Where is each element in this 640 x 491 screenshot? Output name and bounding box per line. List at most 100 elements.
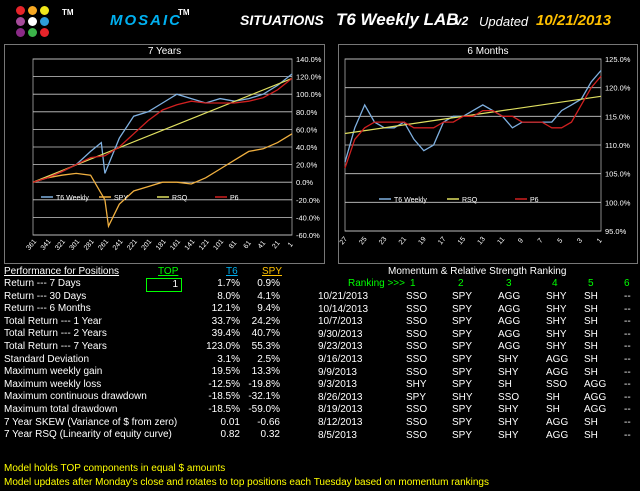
ranked-symbol: SH	[584, 291, 598, 302]
ranked-symbol: SSO	[406, 354, 428, 365]
x-tick-label: 81	[228, 240, 238, 251]
x-tick-label: 41	[257, 240, 267, 251]
x-tick-label: 9	[517, 237, 525, 245]
x-tick-label: 5	[557, 237, 565, 245]
spy-value: -19.8%	[248, 378, 280, 390]
t6-value: -18.5%	[208, 404, 240, 415]
ranking-date: 8/26/2013	[318, 391, 363, 403]
ranked-symbol: --	[624, 316, 631, 328]
ranked-symbol: AGG	[546, 354, 569, 365]
ranked-symbol: SPY	[452, 303, 473, 315]
x-tick-label: 61	[242, 240, 252, 251]
top-input[interactable]: 1	[146, 278, 182, 292]
ranking-date: 8/19/2013	[318, 404, 363, 416]
ranked-symbol: SSO	[406, 366, 428, 378]
footer-line-1: Model holds TOP components in equal $ am…	[4, 463, 226, 474]
t6-value: 3.1%	[217, 353, 240, 365]
ranked-symbol: SPY	[452, 291, 473, 302]
t6-value: 33.7%	[211, 315, 240, 327]
y-tick-label: -60.0%	[296, 231, 320, 240]
performance-row: Total Return --- 7 Years 123.0% 55.3%	[4, 341, 304, 353]
ranked-symbol: SHY	[546, 291, 567, 302]
momentum-row: 8/12/2013 SSO SPY SHY AGG SH --	[318, 417, 640, 429]
spy-value: 0.9%	[257, 278, 280, 289]
x-tick-label: 241	[112, 238, 125, 252]
ranked-symbol: SSO	[546, 379, 568, 391]
performance-row: Return --- 30 Days 8.0% 4.1%	[4, 291, 304, 303]
x-tick-label: 221	[126, 238, 139, 252]
legend-label: RSQ	[462, 197, 478, 204]
ranked-symbol: SH	[584, 316, 598, 328]
metric-label: Return --- 6 Months	[4, 303, 91, 315]
metric-label: Standard Deviation	[4, 353, 90, 365]
performance-table: Performance for Positions TOP T6 SPY 1 R…	[4, 266, 304, 466]
legend-label: T6 Weekly	[56, 195, 89, 202]
momentum-row: 8/19/2013 SSO SPY SHY SH AGG --	[318, 404, 640, 416]
series-line-p6	[32, 77, 293, 183]
series-line-spy	[32, 133, 293, 229]
y-tick-label: 115.0%	[605, 112, 630, 121]
ranked-symbol: AGG	[498, 291, 521, 302]
ranked-symbol: --	[624, 328, 631, 340]
x-tick-label: 181	[155, 238, 168, 252]
logo-dot	[40, 28, 49, 37]
ranked-symbol: SH	[546, 404, 560, 416]
t6-value: 1.7%	[217, 278, 240, 289]
ranked-symbol: --	[624, 404, 631, 416]
momentum-row: 9/3/2013 SHY SPY SH SSO AGG --	[318, 379, 640, 391]
x-tick-label: 15	[457, 236, 467, 247]
momentum-title: Momentum & Relative Strength Ranking	[388, 266, 567, 277]
chart-title: 6 Months	[467, 46, 509, 57]
x-tick-label: 17	[437, 236, 447, 247]
ranked-symbol: --	[624, 391, 631, 403]
col-top-header: TOP	[158, 266, 179, 277]
ranked-symbol: SSO	[498, 391, 520, 403]
x-tick-label: 27	[339, 236, 349, 247]
spy-value: -32.1%	[248, 391, 280, 403]
spy-value: 4.1%	[257, 290, 280, 302]
ranked-symbol: --	[624, 417, 631, 428]
ranking-date: 10/21/2013	[318, 291, 369, 302]
ranked-symbol: SPY	[452, 341, 473, 353]
ranked-symbol: SPY	[452, 354, 473, 365]
metric-label: Return --- 30 Days	[4, 290, 87, 302]
y-tick-label: 40.0%	[296, 143, 318, 152]
ranked-symbol: SHY	[546, 328, 567, 340]
performance-row: 7 Year RSQ (Linearity of equity curve) 0.…	[4, 429, 304, 441]
ranked-symbol: --	[624, 303, 631, 315]
momentum-row: 8/5/2013 SSO SPY SHY AGG SH --	[318, 430, 640, 442]
ranked-symbol: AGG	[546, 417, 569, 428]
x-tick-label: 7	[537, 237, 545, 245]
ranked-symbol: AGG	[546, 366, 569, 378]
ranked-symbol: SPY	[452, 316, 473, 328]
ranked-symbol: SHY	[498, 366, 519, 378]
momentum-table: Momentum & Relative Strength Ranking Ran…	[318, 266, 640, 466]
ranked-symbol: SSO	[406, 291, 428, 302]
momentum-row: 9/23/2013 SSO SPY AGG SHY SH --	[318, 341, 640, 353]
ranked-symbol: SSO	[406, 303, 428, 315]
ranked-symbol: AGG	[584, 379, 607, 391]
t6-value: 19.5%	[211, 366, 240, 378]
t6-value: 8.0%	[217, 290, 240, 302]
ranked-symbol: SH	[584, 341, 598, 353]
t6-value: 12.1%	[211, 303, 240, 315]
x-tick-label: 281	[83, 238, 96, 252]
chart-title: 7 Years	[147, 46, 182, 57]
y-tick-label: 125.0%	[605, 55, 631, 64]
y-tick-label: 100.0%	[605, 198, 631, 207]
performance-row: Total Return --- 2 Years 39.4% 40.7%	[4, 328, 304, 340]
metric-label: Maximum continuous drawdown	[4, 391, 147, 403]
x-tick-label: 11	[496, 236, 506, 246]
ranked-symbol: SPY	[452, 328, 473, 340]
t6-value: -18.5%	[208, 391, 240, 403]
spy-value: 2.5%	[257, 353, 280, 365]
logo-dot	[16, 28, 25, 37]
rank-col-6: 6	[624, 278, 630, 289]
rank-col-5: 5	[588, 278, 594, 289]
ranked-symbol: SHY	[546, 316, 567, 328]
x-tick-label: 1	[596, 237, 604, 245]
ranked-symbol: SH	[584, 366, 598, 378]
spy-value: -0.66	[257, 416, 280, 428]
x-tick-label: 23	[378, 236, 388, 247]
ranked-symbol: SH	[546, 391, 560, 403]
